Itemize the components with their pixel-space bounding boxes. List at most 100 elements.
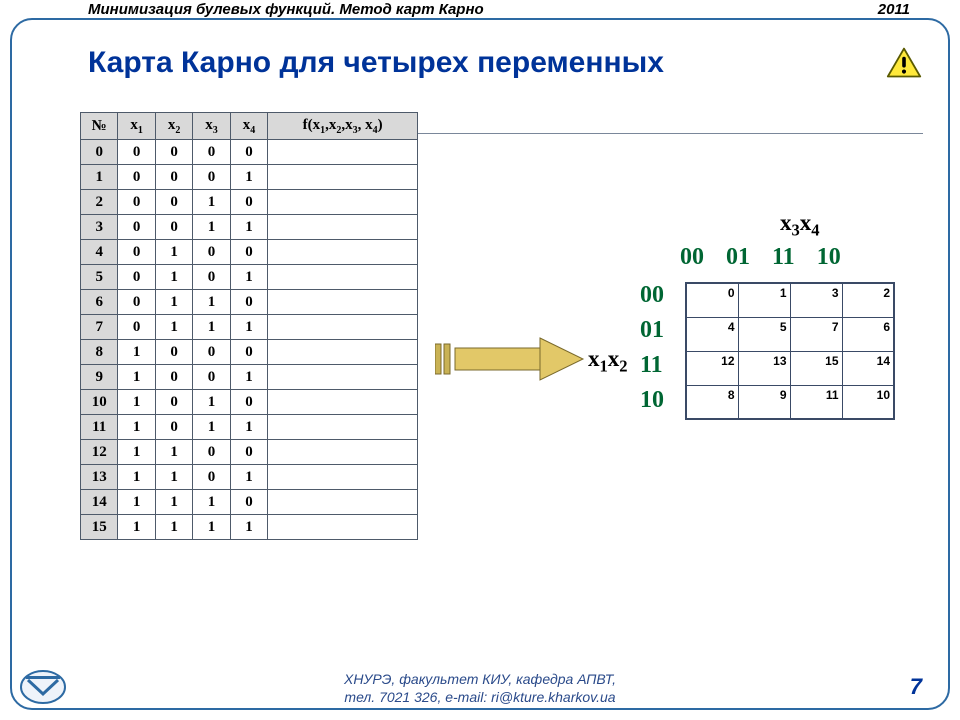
th-x3: x3 bbox=[193, 113, 230, 140]
footer-line1: ХНУРЭ, факультет КИУ, кафедра АПВТ, bbox=[0, 671, 960, 689]
cell: 1 bbox=[155, 265, 192, 290]
kmap-cell: 9 bbox=[738, 385, 790, 419]
row-h: 01 bbox=[640, 317, 664, 344]
cell: 1 bbox=[118, 440, 155, 465]
truth-table-head: № x1 x2 x3 x4 f(x1,x2,x3, x4) bbox=[81, 113, 418, 140]
cell: 1 bbox=[230, 515, 267, 540]
cell: 1 bbox=[193, 415, 230, 440]
cell: 9 bbox=[81, 365, 118, 390]
cell bbox=[268, 290, 418, 315]
th-x4: x4 bbox=[230, 113, 267, 140]
cell bbox=[268, 215, 418, 240]
cell: 1 bbox=[118, 415, 155, 440]
cell: 5 bbox=[81, 265, 118, 290]
th-x1: x1 bbox=[118, 113, 155, 140]
kmap-cell: 6 bbox=[842, 317, 894, 351]
kmap-cell: 3 bbox=[790, 283, 842, 317]
cell: 1 bbox=[230, 215, 267, 240]
cell: 11 bbox=[81, 415, 118, 440]
cell: 0 bbox=[230, 440, 267, 465]
kmap-cell: 8 bbox=[686, 385, 738, 419]
kmap-cell: 14 bbox=[842, 351, 894, 385]
cell: 1 bbox=[155, 240, 192, 265]
kmap-row: 4576 bbox=[686, 317, 894, 351]
kmap-cell: 1 bbox=[738, 283, 790, 317]
x1x2-label: x1x2 bbox=[588, 346, 628, 377]
cell: 0 bbox=[118, 315, 155, 340]
cell: 0 bbox=[193, 365, 230, 390]
cell: 0 bbox=[155, 340, 192, 365]
kmap-cell: 2 bbox=[842, 283, 894, 317]
cell: 3 bbox=[81, 215, 118, 240]
warning-icon bbox=[886, 46, 922, 80]
footer: ХНУРЭ, факультет КИУ, кафедра АПВТ, тел.… bbox=[0, 671, 960, 706]
cell: 1 bbox=[155, 315, 192, 340]
truth-table-body: 0000010001200103001140100501016011070111… bbox=[81, 140, 418, 540]
cell: 2 bbox=[81, 190, 118, 215]
cell: 1 bbox=[118, 490, 155, 515]
cell: 0 bbox=[155, 390, 192, 415]
cell: 13 bbox=[81, 465, 118, 490]
row-h: 11 bbox=[640, 352, 664, 379]
header-right: 2011 bbox=[878, 1, 910, 18]
logo-icon bbox=[18, 668, 68, 706]
col-h: 01 bbox=[726, 244, 750, 271]
th-x2: x2 bbox=[155, 113, 192, 140]
cell: 0 bbox=[193, 340, 230, 365]
cell: 4 bbox=[81, 240, 118, 265]
cell: 0 bbox=[230, 140, 267, 165]
cell: 1 bbox=[118, 390, 155, 415]
cell: 0 bbox=[193, 140, 230, 165]
cell: 0 bbox=[230, 390, 267, 415]
cell: 15 bbox=[81, 515, 118, 540]
cell bbox=[268, 415, 418, 440]
row-h: 10 bbox=[640, 387, 664, 414]
cell: 1 bbox=[193, 515, 230, 540]
table-row: 40100 bbox=[81, 240, 418, 265]
cell: 0 bbox=[118, 165, 155, 190]
cell: 0 bbox=[193, 240, 230, 265]
cell: 0 bbox=[118, 240, 155, 265]
cell: 0 bbox=[155, 140, 192, 165]
col-h: 00 bbox=[680, 244, 704, 271]
cell: 1 bbox=[193, 315, 230, 340]
cell: 0 bbox=[193, 265, 230, 290]
kmap-cell: 11 bbox=[790, 385, 842, 419]
table-row: 101010 bbox=[81, 390, 418, 415]
th-num: № bbox=[81, 113, 118, 140]
cell: 0 bbox=[230, 240, 267, 265]
cell: 0 bbox=[118, 140, 155, 165]
table-row: 111011 bbox=[81, 415, 418, 440]
table-row: 00000 bbox=[81, 140, 418, 165]
cell bbox=[268, 515, 418, 540]
cell: 1 bbox=[230, 465, 267, 490]
cell bbox=[268, 340, 418, 365]
cell bbox=[268, 315, 418, 340]
th-f: f(x1,x2,x3, x4) bbox=[268, 113, 418, 140]
cell: 0 bbox=[118, 215, 155, 240]
cell: 1 bbox=[230, 315, 267, 340]
table-row: 151111 bbox=[81, 515, 418, 540]
kmap-cell: 0 bbox=[686, 283, 738, 317]
cell bbox=[268, 365, 418, 390]
cell: 1 bbox=[155, 465, 192, 490]
kmap-cell: 12 bbox=[686, 351, 738, 385]
cell: 0 bbox=[193, 440, 230, 465]
kmap-cell: 13 bbox=[738, 351, 790, 385]
cell: 1 bbox=[193, 390, 230, 415]
cell: 0 bbox=[118, 290, 155, 315]
table-row: 50101 bbox=[81, 265, 418, 290]
cell: 1 bbox=[81, 165, 118, 190]
cell: 0 bbox=[193, 465, 230, 490]
cell: 1 bbox=[155, 490, 192, 515]
cell: 1 bbox=[193, 190, 230, 215]
cell: 0 bbox=[155, 415, 192, 440]
kmap-cell: 5 bbox=[738, 317, 790, 351]
footer-line2: тел. 7021 326, e-mail: ri@kture.kharkov.… bbox=[0, 689, 960, 707]
cell: 1 bbox=[155, 440, 192, 465]
cell bbox=[268, 165, 418, 190]
kmap-col-headers: 00 01 11 10 bbox=[680, 244, 841, 271]
cell: 0 bbox=[230, 190, 267, 215]
table-row: 70111 bbox=[81, 315, 418, 340]
table-row: 81000 bbox=[81, 340, 418, 365]
